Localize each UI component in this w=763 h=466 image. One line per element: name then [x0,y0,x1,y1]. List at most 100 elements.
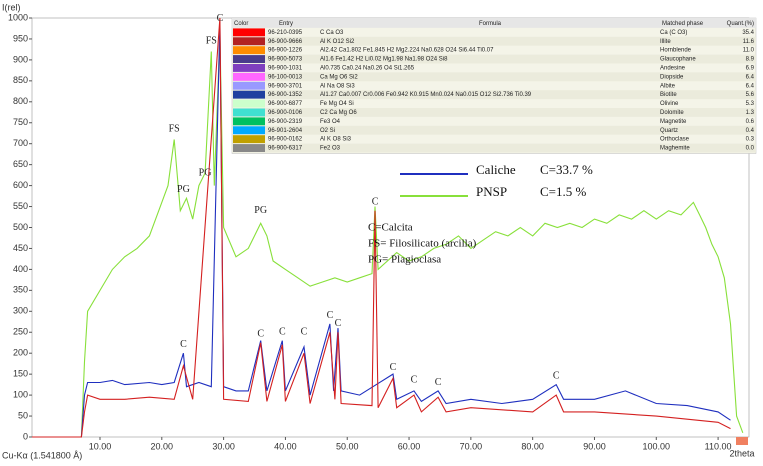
table-quant: 0.0 [746,146,755,152]
y-tick-label: 50 [18,410,28,420]
y-tick-label: 900 [13,54,28,64]
table-quant: 35.4 [742,30,754,36]
x-tick-label: 30.00 [212,441,235,451]
table-swatch [233,72,265,81]
y-tick-label: 300 [13,306,28,316]
y-tick-label: 450 [13,243,28,253]
table-swatch [233,144,265,152]
table-quant: 0.6 [746,119,755,125]
table-phase: Quartz [660,128,678,134]
table-row-bg [232,54,756,64]
table-quant: 8.9 [746,57,755,63]
x-axis-label: 2theta [729,448,754,458]
table-phase: Maghemite [660,146,690,152]
y-tick-label: 1000 [8,12,28,22]
table-swatch [233,108,265,117]
table-entry: 96-900-6877 [268,101,303,107]
y-tick-label: 950 [13,33,28,43]
table-formula: Al2.42 Ca1.802 Fe1.845 H2 Mg2.224 Na0.62… [320,48,494,54]
table-phase: Glaucophane [660,57,696,63]
table-entry: 96-900-9666 [268,39,303,45]
note: C=Calcita [368,222,413,234]
y-tick-label: 750 [13,117,28,127]
table-entry: 96-900-1031 [268,66,303,72]
table-quant: 0.3 [746,137,755,143]
table-quant: 5.3 [746,101,755,107]
x-tick-label: 50.00 [336,441,359,451]
x-tick-label: 20.00 [151,441,174,451]
table-phase: Albite [660,83,676,89]
peak-label: C [372,197,379,208]
table-phase: Ca (C O3) [660,30,687,36]
peak-label: C [301,327,308,338]
table-phase: Olivine [660,101,679,107]
peak-label: FS [169,123,180,134]
peak-label: C [257,329,264,340]
table-entry: 96-901-2604 [268,128,303,134]
table-entry: 96-100-0013 [268,74,303,80]
x-tick-label: 60.00 [398,441,421,451]
table-formula: Al0.735 Ca0.24 Na0.26 O4 Si1.265 [320,66,415,72]
table-swatch [233,37,265,46]
y-tick-label: 800 [13,96,28,106]
y-tick-label: 350 [13,285,28,295]
table-formula: C2 Ca Mg O6 [320,110,357,116]
table-quant: 6.4 [746,74,755,80]
table-swatch [233,28,265,37]
table-entry: 96-900-6317 [268,146,303,152]
table-entry: 96-900-2319 [268,119,303,125]
table-quant: 11.6 [743,39,755,45]
table-phase: Biotite [660,92,677,98]
table-quant: 0.4 [746,128,755,134]
table-row-bg [232,108,756,117]
table-row-bg [232,90,756,100]
table-entry: 96-210-0395 [268,30,303,36]
table-phase: Diopside [660,74,684,80]
x-tick-label: 110.00 [705,441,732,451]
y-tick-label: 600 [13,180,28,190]
table-phase: Dolomite [660,110,684,116]
table-header-bg [232,18,756,28]
table-header: Matched phase [662,21,704,27]
table-swatch [233,64,265,72]
y-tick-label: 550 [13,201,28,211]
table-swatch [233,99,265,108]
legend-note: C=1.5 % [540,184,587,199]
table-swatch [233,126,265,135]
note: PG= Plagioclasa [368,254,441,266]
y-axis-label: I(rel) [2,2,21,12]
table-formula: Fe Mg O4 Si [320,101,354,107]
peak-label: C [553,371,560,382]
table-phase: Hornblende [660,48,692,54]
table-header: Color [234,21,248,27]
y-tick-label: 250 [13,327,28,337]
table-formula: O2 Si [320,128,335,134]
table-formula: Fe3 O4 [320,119,341,125]
table-entry: 96-900-5073 [268,57,303,63]
table-quant: 6.9 [746,66,755,72]
table-formula: Al Na O8 Si3 [320,83,355,89]
y-tick-label: 850 [13,75,28,85]
table-quant: 11.0 [743,48,755,54]
y-tick-label: 400 [13,264,28,274]
scroll-marker [736,437,748,445]
peak-label: FS [206,35,217,46]
table-header: Formula [479,21,502,27]
table-phase: Orthoclase [660,137,690,143]
source-label: Cu-Kα (1.541800 Å) [2,450,82,460]
peak-label: PG [177,184,190,195]
table-header: Quant.(%) [727,21,754,27]
table-entry: 96-900-0162 [268,137,303,143]
legend-label: PNSP [476,184,507,199]
peak-label: C [335,318,342,329]
peak-label: PG [254,205,267,216]
peak-label: C [327,310,334,321]
table-row-bg [232,36,756,46]
y-tick-label: 200 [13,348,28,358]
table-formula: Al K O8 Si3 [320,137,352,143]
table-header: Entry [279,21,293,27]
table-entry: 96-900-1226 [268,48,303,54]
peak-label: C [180,339,187,350]
table-phase: Illite [660,39,671,45]
